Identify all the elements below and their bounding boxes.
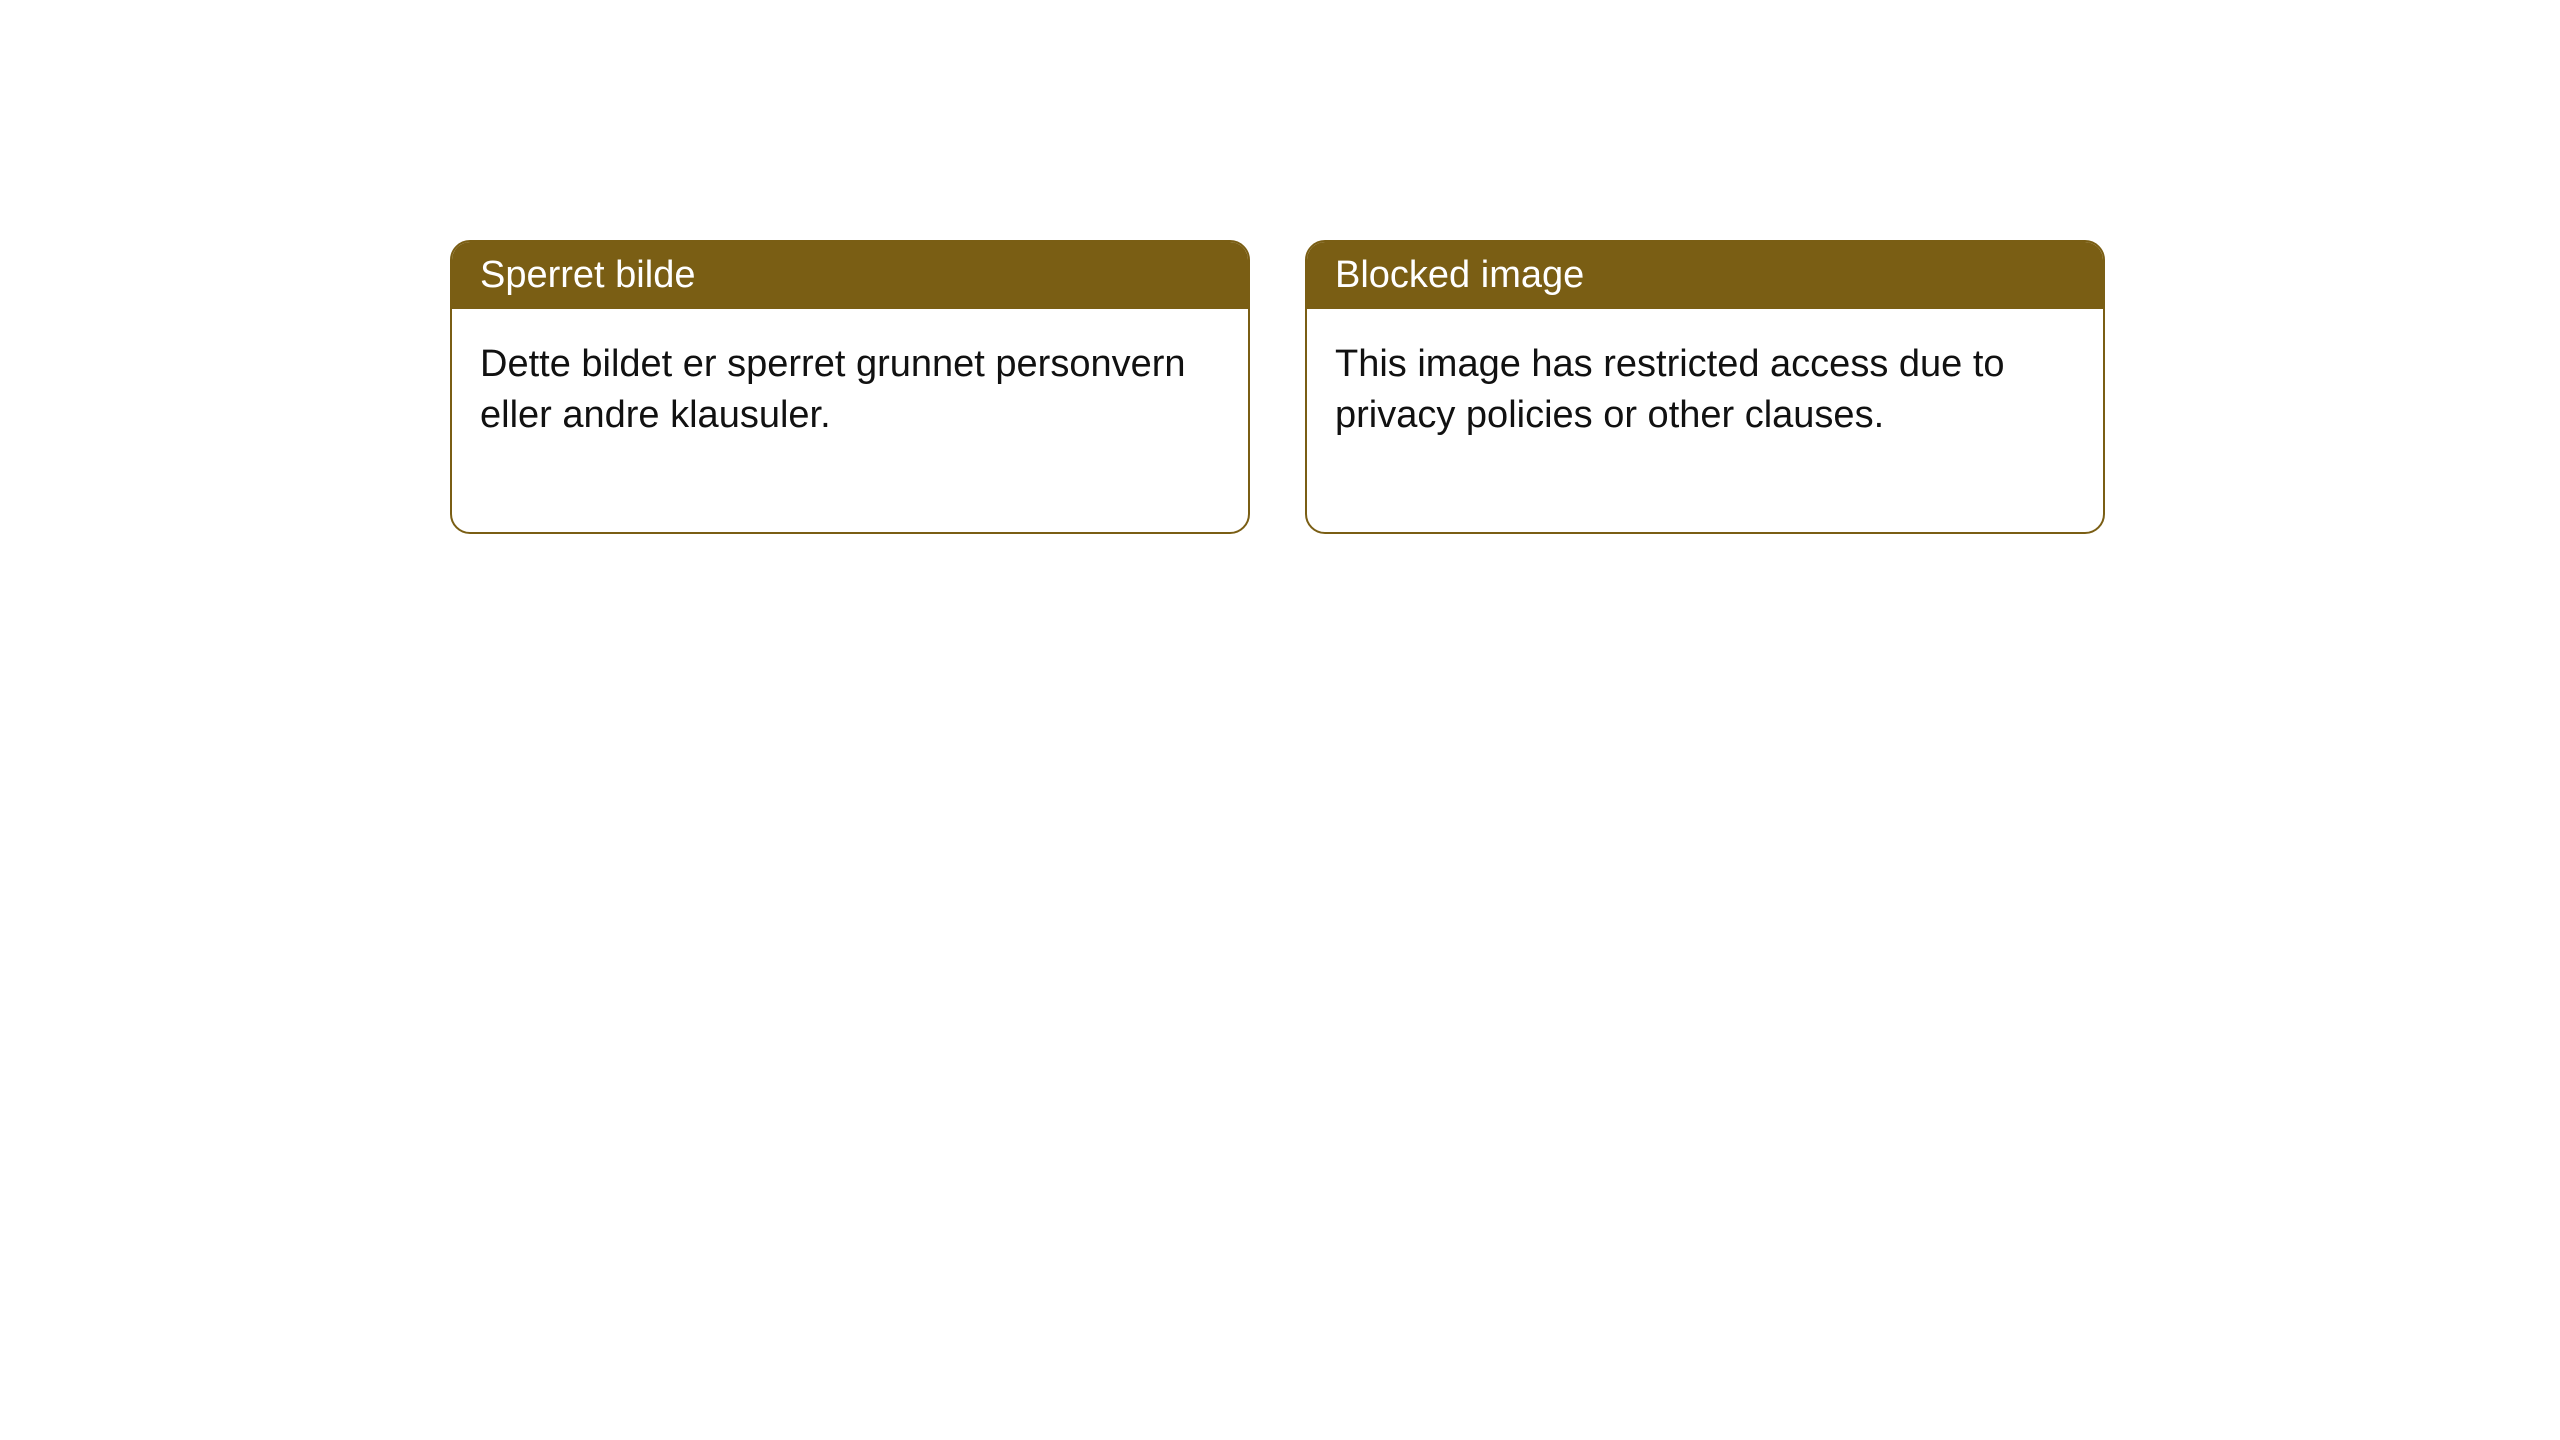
notice-container: Sperret bilde Dette bildet er sperret gr… bbox=[0, 0, 2560, 534]
notice-title-no: Sperret bilde bbox=[452, 242, 1248, 309]
notice-card-en: Blocked image This image has restricted … bbox=[1305, 240, 2105, 534]
notice-body-no: Dette bildet er sperret grunnet personve… bbox=[452, 309, 1248, 532]
notice-body-en: This image has restricted access due to … bbox=[1307, 309, 2103, 532]
notice-card-no: Sperret bilde Dette bildet er sperret gr… bbox=[450, 240, 1250, 534]
notice-title-en: Blocked image bbox=[1307, 242, 2103, 309]
